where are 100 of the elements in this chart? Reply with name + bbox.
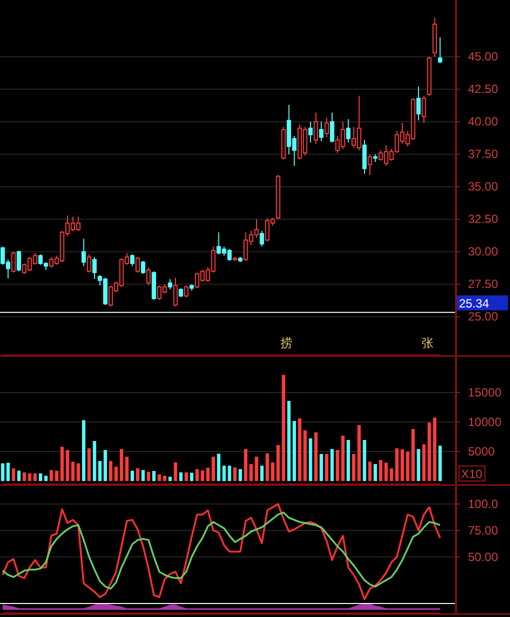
- candlestick: [146, 266, 151, 286]
- bar: [163, 476, 166, 482]
- bar: [266, 453, 269, 482]
- bar: [254, 456, 258, 482]
- bar: [104, 450, 107, 482]
- bar: [298, 418, 302, 482]
- candlestick: [422, 95, 426, 124]
- bar: [33, 473, 37, 482]
- bar: [212, 456, 215, 482]
- bar: [233, 467, 237, 482]
- candlestick: [330, 112, 334, 144]
- bar: [120, 449, 124, 482]
- candlestick: [92, 256, 97, 280]
- bar: [195, 469, 199, 482]
- y-tick-label: 10000: [468, 414, 502, 429]
- bar: [438, 446, 442, 482]
- bar: [66, 450, 70, 482]
- bar: [320, 454, 323, 482]
- bar: [406, 452, 410, 482]
- candlestick: [140, 260, 146, 274]
- bar: [422, 444, 426, 482]
- candlestick: [173, 277, 178, 307]
- bar: [130, 470, 134, 482]
- y-tick-label: 37.50: [468, 147, 498, 162]
- bar: [292, 420, 296, 482]
- bar: [50, 470, 53, 482]
- bar: [352, 454, 356, 482]
- y-tick-label: 45.00: [468, 50, 498, 64]
- bar: [325, 454, 328, 482]
- bar: [6, 462, 10, 482]
- bar: [271, 462, 274, 482]
- bar: [109, 460, 112, 482]
- bar: [222, 466, 226, 482]
- bar: [82, 420, 86, 482]
- y-tick-label: 75.00: [468, 523, 498, 538]
- bar: [141, 470, 145, 482]
- y-tick-label: 50.00: [468, 550, 498, 564]
- candlestick: [319, 121, 324, 142]
- candlestick: [168, 278, 172, 290]
- bar: [260, 466, 264, 482]
- annotation: 张: [422, 336, 434, 350]
- candlestick: [130, 254, 134, 267]
- candlestick: [314, 112, 318, 144]
- bar: [125, 456, 129, 482]
- bar: [98, 460, 102, 482]
- candlestick: [178, 288, 184, 298]
- bar: [238, 469, 242, 482]
- candlestick: [11, 251, 16, 274]
- y-tick-label: 35.00: [468, 180, 498, 194]
- y-tick-label: 27.50: [468, 277, 498, 292]
- bar: [87, 448, 91, 482]
- bar: [330, 449, 334, 482]
- y-tick-label: 25.00: [468, 310, 498, 324]
- y-tick-label: 15000: [468, 385, 502, 400]
- y-tick-label: 100.0: [468, 496, 498, 511]
- candlestick: [416, 86, 421, 121]
- bar: [136, 468, 140, 482]
- candlestick: [308, 121, 313, 144]
- line-series: [2, 503, 441, 600]
- bar: [152, 471, 156, 482]
- bar: [22, 472, 26, 482]
- bar: [55, 470, 58, 482]
- bar: [1, 463, 4, 482]
- candlestick: [346, 118, 350, 144]
- bar: [146, 472, 150, 482]
- bar: [395, 448, 399, 482]
- bar: [114, 466, 118, 482]
- bar: [384, 462, 388, 482]
- bar: [428, 422, 431, 482]
- y-tick-label: 5000: [468, 444, 496, 458]
- bar: [433, 418, 436, 482]
- bar: [168, 476, 172, 482]
- bar: [314, 432, 318, 482]
- candlestick: [184, 285, 188, 298]
- bar: [190, 472, 194, 482]
- bar: [249, 464, 253, 482]
- text: X10: [461, 467, 483, 481]
- bar: [44, 476, 48, 482]
- candlestick: [86, 254, 92, 274]
- bar: [379, 460, 382, 482]
- candlestick: [362, 139, 367, 174]
- y-tick-label: 40.00: [468, 114, 498, 129]
- bar: [71, 462, 75, 482]
- bar: [206, 468, 210, 482]
- bar: [287, 400, 291, 482]
- candlestick: [16, 250, 22, 272]
- candlestick: [82, 238, 86, 267]
- bar: [179, 472, 183, 482]
- ref-line-label: 25.34: [459, 296, 490, 310]
- line-series: [2, 512, 441, 590]
- bar: [368, 462, 372, 482]
- bar: [28, 473, 32, 482]
- bar: [276, 445, 280, 482]
- bar: [17, 470, 21, 482]
- y-tick-label: 42.50: [468, 82, 498, 96]
- candlestick: [368, 154, 372, 176]
- annotation: 捞: [280, 336, 293, 350]
- bar: [416, 449, 420, 482]
- candlestick: [438, 36, 442, 64]
- bar: [341, 436, 345, 482]
